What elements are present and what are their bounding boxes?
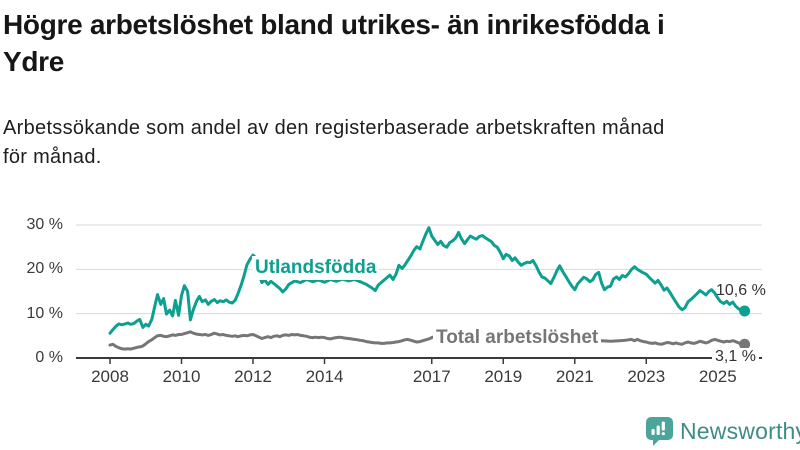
x-tick-label-2025: 2025 [698,367,737,386]
page-title: Högre arbetslöshet bland utrikes- än inr… [3,6,799,80]
series-line-utlandsfodda [108,226,747,335]
end-value-label-total-arbetsloshet: 3,1 % [712,348,759,366]
y-tick-label-30: 30 % [26,216,63,233]
x-tick-label-2019: 2019 [484,367,523,386]
series-label-total-arbetsloshet: Total arbetslöshet [433,326,602,350]
bar-chart-speech-bubble-icon [646,417,673,446]
chart-subtitle-line2: för månad. [3,146,102,168]
x-tick-label-2021: 2021 [555,367,594,386]
x-tick-label-2017: 2017 [412,367,451,386]
x-tick-label-2008: 2008 [91,367,129,386]
x-tick-label-2012: 2012 [234,367,272,386]
y-tick-label-0: 0 % [35,349,63,366]
x-tick-label-2014: 2014 [305,367,344,386]
x-tick-label-2023: 2023 [627,367,666,386]
page-title-line1: Högre arbetslöshet bland utrikes- än inr… [3,9,665,40]
page-title-line2: Ydre [3,46,65,77]
chart-subtitle-line1: Arbetssökande som andel av den registerb… [3,117,665,139]
chart-subtitle: Arbetssökande som andel av den registerb… [3,114,799,172]
y-tick-label-20: 20 % [26,260,63,278]
y-tick-label-10: 10 % [26,304,63,322]
logo-wordmark: Newsworthy [680,418,800,444]
end-value-label-utlandsfodda: 10,6 % [716,282,766,299]
series-end-dot-total-arbetsloshet [739,338,751,350]
series-end-dot-utlandsfodda [739,305,751,317]
series-line-total-arbetsloshet [108,330,747,351]
series-label-utlandsfodda: Utlandsfödda [252,256,380,280]
newsworthy-logo[interactable]: Newsworthy [645,415,800,447]
x-tick-label-2010: 2010 [162,367,201,386]
